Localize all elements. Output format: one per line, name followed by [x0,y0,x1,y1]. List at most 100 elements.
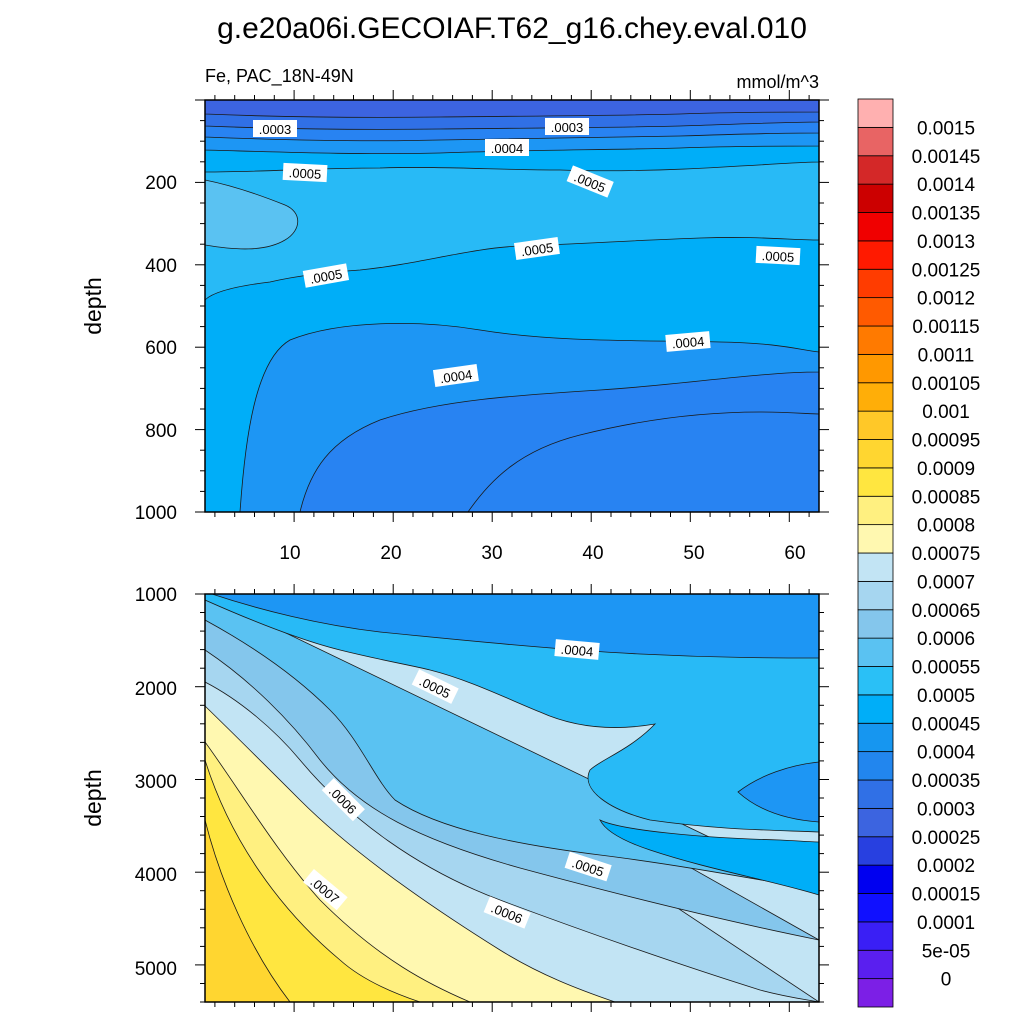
colorbar-box-2 [857,921,894,951]
upper-contour-label-2: .0003 [545,118,589,135]
lower-contour-label-1: .0004 [554,639,600,660]
colorbar-label-5: 0.00125 [912,260,981,281]
colorbar-box-26 [857,240,894,270]
colorbar-label-21: 0.00045 [912,714,981,735]
colorbar-box-25 [857,268,894,299]
colorbar-box-14 [857,580,894,611]
upper-contour-label-4: .0005 [282,162,328,183]
colorbar-box-27 [857,212,894,242]
svg-text:.0005: .0005 [761,248,794,265]
upper-x-ticks [214,90,810,522]
colorbar-label-24: 0.0003 [917,799,975,820]
colorbar-label-9: 0.00105 [912,374,981,395]
colorbar-box-13 [857,609,894,639]
lower-band-10 [737,761,819,823]
upper-y-ticks [195,99,829,513]
upper-x-tick-label-40: 40 [582,543,603,564]
upper-contour-label-1: .0003 [253,120,297,137]
upper-x-tick-label-60: 60 [784,543,805,564]
colorbar-box-6 [857,807,894,838]
svg-text:.0003: .0003 [551,120,584,135]
colorbar-box-21 [857,382,894,412]
upper-contour-label-10: .0004 [432,364,479,387]
colorbar-box-0 [857,978,894,1008]
lower-y-tick-label-4000: 4000 [135,865,177,886]
colorbar-label-22: 0.0004 [917,743,976,764]
svg-text:.0004: .0004 [439,367,473,386]
colorbar-label-23: 0.00035 [912,771,981,792]
lower-y-tick-label-3000: 3000 [135,772,177,793]
colorbar-box-20 [857,410,894,440]
upper-contour-label-9: .0004 [665,331,711,352]
colorbar-box-30 [857,126,894,157]
colorbar-box-15 [857,552,894,582]
colorbar-box-10 [857,694,894,724]
colorbar-label-26: 0.0002 [917,856,975,877]
upper-y-tick-label-1000: 1000 [135,503,177,524]
upper-contour-label-8: .0005 [302,263,350,288]
colorbar-box-11 [857,666,894,696]
colorbar-label-17: 0.00065 [912,601,981,622]
colorbar-label-11: 0.00095 [912,431,981,452]
lower-band-11 [599,819,819,896]
svg-text:.0005: .0005 [309,266,344,286]
lower-y-axis-label: depth [80,769,106,827]
colorbar-label-30: 0 [941,970,952,991]
colorbar-label-14: 0.0008 [917,516,975,537]
colorbar-label-4: 0.0013 [917,232,975,253]
colorbar-label-27: 0.00015 [912,885,981,906]
upper-dark-core [467,411,819,512]
colorbar-box-12 [857,637,894,667]
colorbar-label-13: 0.00085 [912,487,981,508]
colorbar-label-18: 0.0006 [917,629,975,650]
colorbar-label-25: 0.00025 [912,828,981,849]
subtitle-left: Fe, PAC_18N-49N [205,66,354,87]
colorbar-label-28: 0.0001 [917,913,975,934]
upper-contour-label-7: .0005 [755,245,801,266]
upper-contour-label-6: .0005 [513,237,560,260]
lower-x-ticks [214,584,810,1012]
upper-y-tick-label-800: 800 [145,421,177,442]
lower-y-tick-label-1000: 1000 [135,585,177,606]
lower-band-9 [211,594,819,659]
colorbar-label-3: 0.00135 [912,204,981,225]
colorbar-label-19: 0.00055 [912,658,981,679]
colorbar-label-6: 0.0012 [917,289,975,310]
upper-y-axis-label: depth [80,277,106,335]
colorbar-label-29: 5e-05 [922,941,971,962]
lower-plot-area [205,594,819,1002]
upper-band-4 [205,179,299,250]
lower-y-tick-label-5000: 5000 [135,959,177,980]
colorbar-box-19 [857,439,894,469]
colorbar-label-12: 0.0009 [917,459,975,480]
lower-y-tick-label-2000: 2000 [135,679,177,700]
colorbar-label-1: 0.00145 [912,147,981,168]
colorbar-label-10: 0.001 [922,402,970,423]
upper-y-tick-label-400: 400 [145,256,177,277]
upper-contour-label-3: .0004 [485,139,529,156]
upper-panel: 10 20 30 40 50 60 200 400 600 800 1000 d… [80,90,829,564]
upper-plot-area [205,100,819,512]
colorbar-label-0: 0.0015 [917,118,975,139]
upper-y-tick-label-600: 600 [145,338,177,359]
subtitle-right: mmol/m^3 [737,72,819,92]
colorbar-box-23 [857,325,894,355]
colorbar-box-16 [857,524,894,554]
upper-y-tick-label-200: 200 [145,173,177,194]
svg-text:.0005: .0005 [288,165,321,182]
svg-text:.0004: .0004 [671,334,705,352]
colorbar-box-31 [857,98,894,128]
svg-text:.0005: .0005 [520,240,554,259]
colorbar-box-18 [857,467,894,497]
colorbar-label-20: 0.0005 [917,686,975,707]
upper-band-9 [205,100,819,118]
colorbar-labels: 0.0015 0.00145 0.0014 0.00135 0.0013 0.00125 0… [912,118,981,990]
colorbar-box-9 [857,722,894,753]
colorbar-box-17 [857,495,894,526]
upper-x-tick-label-20: 20 [380,543,401,564]
colorbar-box-5 [857,836,894,866]
lower-panel: 1000 2000 3000 4000 5000 depth .0004 .00… [80,584,829,1012]
colorbar-label-15: 0.00075 [912,544,981,565]
colorbar-label-2: 0.0014 [917,175,976,196]
